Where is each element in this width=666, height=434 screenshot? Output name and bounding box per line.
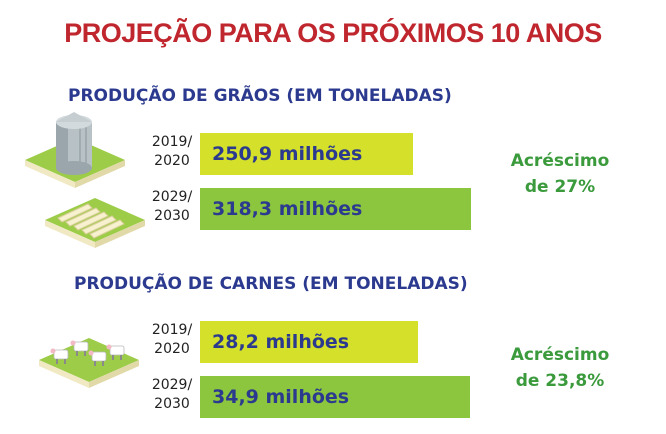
meat-section-title: PRODUÇÃO DE CARNES (EM TONELADAS) [74, 274, 468, 294]
bar-value-label: 34,9 milhões [212, 386, 350, 408]
bar-value-label: 28,2 milhões [212, 331, 350, 353]
bar-value-label: 318,3 milhões [212, 198, 363, 220]
page-title: PROJEÇÃO PARA OS PRÓXIMOS 10 ANOS [64, 18, 602, 48]
year-label: 2029/ 2030 [151, 377, 193, 412]
bar-value-label: 250,9 milhões [212, 143, 363, 165]
bar-grains-2029: 318,3 milhões [200, 188, 471, 230]
bar-meat-2019: 28,2 milhões [200, 321, 418, 363]
year-label: 2029/ 2030 [151, 189, 193, 224]
greenhouse-icon [45, 198, 145, 248]
cattle-farm-icon [39, 338, 139, 388]
year-label: 2019/ 2020 [151, 322, 193, 357]
grains-increase-annotation: Acréscimo de 27% [510, 151, 610, 197]
bar-grains-2019: 250,9 milhões [200, 133, 413, 175]
year-label: 2019/ 2020 [151, 134, 193, 169]
bar-meat-2029: 34,9 milhões [200, 376, 470, 418]
meat-increase-annotation: Acréscimo de 23,8% [510, 345, 610, 391]
grains-section-title: PRODUÇÃO DE GRÃOS (EM TONELADAS) [68, 86, 452, 106]
grain-silo-icon [25, 112, 125, 188]
